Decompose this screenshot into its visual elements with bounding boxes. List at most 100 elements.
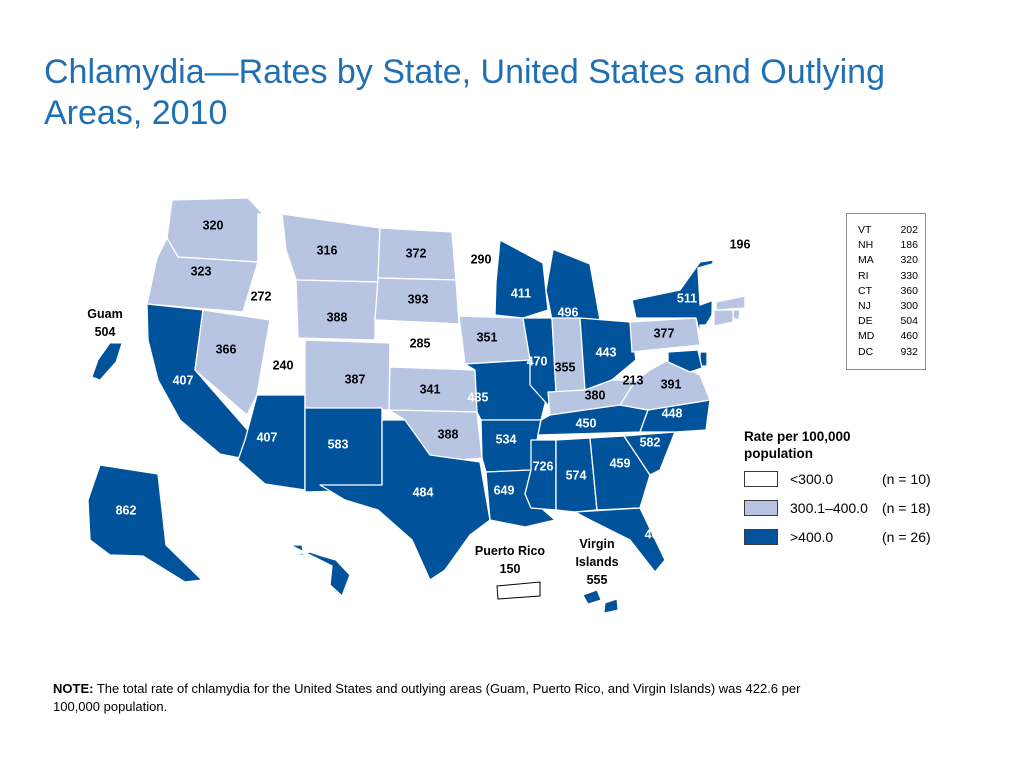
state-label-id: 272 <box>251 289 272 303</box>
state-nc <box>639 399 711 433</box>
state-vt <box>697 263 715 306</box>
state-ny <box>631 259 714 336</box>
legend-item-low: <300.0 (n = 10) <box>744 469 974 498</box>
state-label-il: 470 <box>527 354 548 368</box>
state-in <box>551 317 586 393</box>
legend-count-high: (n = 26) <box>882 529 931 545</box>
state-label-in: 355 <box>555 360 576 374</box>
guam-shape <box>91 342 123 381</box>
legend-count-low: (n = 10) <box>882 471 931 487</box>
state-label-pa: 377 <box>654 326 675 340</box>
small-state-abbr: DE <box>858 315 873 328</box>
small-state-abbr: NJ <box>858 300 871 313</box>
small-state-value: 504 <box>900 315 918 328</box>
small-state-abbr: RI <box>858 269 869 282</box>
state-label-sd: 393 <box>408 292 429 306</box>
state-hi <box>289 544 351 597</box>
state-label-ne: 285 <box>410 336 431 350</box>
state-label-oh: 443 <box>596 345 617 359</box>
small-state-value: 300 <box>900 300 918 313</box>
state-wv <box>611 359 651 381</box>
state-label-ia: 351 <box>477 330 498 344</box>
note-label: NOTE: <box>53 681 94 696</box>
page-title: Chlamydia—Rates by State, United States … <box>44 53 885 132</box>
guam-name: Guam <box>87 307 122 321</box>
virgin-islands-shape-2 <box>603 598 619 614</box>
virgin-islands-shape-1 <box>582 589 602 605</box>
legend-title: Rate per 100,000 population <box>744 428 974 462</box>
small-state-value: 932 <box>900 345 918 358</box>
legend-label-mid: 300.1–400.0 <box>790 500 868 516</box>
state-label-wy: 388 <box>327 310 348 324</box>
state-label-ks: 341 <box>420 382 441 396</box>
virgin-islands-value: 555 <box>587 573 608 587</box>
state-label-ca: 407 <box>173 373 194 387</box>
state-label-or: 323 <box>191 264 212 278</box>
legend-title-line2: population <box>744 446 813 461</box>
state-label-va: 391 <box>661 377 682 391</box>
map-legend: Rate per 100,000 population <300.0 (n = … <box>744 428 974 556</box>
small-state-abbr: DC <box>858 345 874 358</box>
legend-swatch-high <box>744 529 778 545</box>
state-ri <box>732 309 741 321</box>
small-state-row: DE 504 <box>858 314 925 329</box>
legend-swatch-low <box>744 471 778 487</box>
state-labels-layer: 320 323 407 272 366 240 407 316 388 387 583 372 393 2… <box>116 218 751 572</box>
state-label-me: 196 <box>730 237 751 251</box>
state-fl <box>574 507 666 573</box>
small-state-value: 360 <box>900 284 918 297</box>
state-label-sc: 582 <box>640 435 661 449</box>
state-label-tn: 450 <box>576 416 597 430</box>
state-label-al: 574 <box>566 468 587 482</box>
state-nj <box>699 324 713 353</box>
state-label-ut: 240 <box>273 358 294 372</box>
small-state-row: RI 330 <box>858 269 925 284</box>
state-nv <box>194 309 271 416</box>
state-label-az: 407 <box>257 430 278 444</box>
state-mn <box>451 231 501 317</box>
small-state-row: MD 460 <box>858 329 925 344</box>
small-state-value: 330 <box>900 269 918 282</box>
legend-count-mid: (n = 18) <box>882 500 931 516</box>
state-label-mi: 496 <box>558 305 579 319</box>
state-label-ga: 459 <box>610 456 631 470</box>
puerto-rico-name: Puerto Rico <box>475 544 546 558</box>
legend-item-mid: 300.1–400.0 (n = 18) <box>744 498 974 527</box>
small-state-abbr: MD <box>858 330 875 343</box>
state-label-mt: 316 <box>317 243 338 257</box>
state-label-ny: 511 <box>677 291 697 305</box>
puerto-rico-value: 150 <box>500 562 521 576</box>
small-states-table: VT 202 NH 186 MA 320 RI 330 CT 360 NJ 300 DE 504 MD 460… <box>846 213 926 370</box>
small-state-row: CT 360 <box>858 284 925 299</box>
state-wi <box>494 239 549 319</box>
state-md <box>667 349 703 373</box>
state-label-mo: 435 <box>468 390 489 404</box>
small-state-abbr: VT <box>858 224 872 236</box>
state-tx <box>319 419 491 581</box>
state-sc <box>623 431 676 476</box>
puerto-rico-shape <box>496 581 541 600</box>
small-state-value: 320 <box>900 254 918 267</box>
state-label-ar: 534 <box>496 432 517 446</box>
state-label-ky: 380 <box>585 388 606 402</box>
small-state-value: 202 <box>900 224 918 236</box>
state-nh <box>711 261 731 303</box>
legend-label-low: <300.0 <box>790 471 834 487</box>
state-ga <box>589 435 651 511</box>
small-state-abbr: NH <box>858 239 874 252</box>
small-state-row: VT 202 <box>858 223 925 238</box>
footnote: NOTE: The total rate of chlamydia for th… <box>53 680 823 716</box>
state-label-ak: 862 <box>116 503 137 517</box>
state-label-tx: 484 <box>413 485 434 499</box>
virgin-islands-name-2: Islands <box>575 555 618 569</box>
legend-title-line1: Rate per 100,000 <box>744 429 851 444</box>
legend-swatch-mid <box>744 500 778 516</box>
state-label-nd: 372 <box>406 246 427 260</box>
small-state-value: 186 <box>900 239 918 252</box>
guam-value: 504 <box>95 325 116 339</box>
state-label-mn: 290 <box>471 252 492 266</box>
state-label-hi: 464 <box>346 558 367 572</box>
small-state-abbr: MA <box>858 254 874 267</box>
outlying-areas-layer: Guam 504 Puerto Rico 150 Virgin Islands … <box>87 307 619 614</box>
